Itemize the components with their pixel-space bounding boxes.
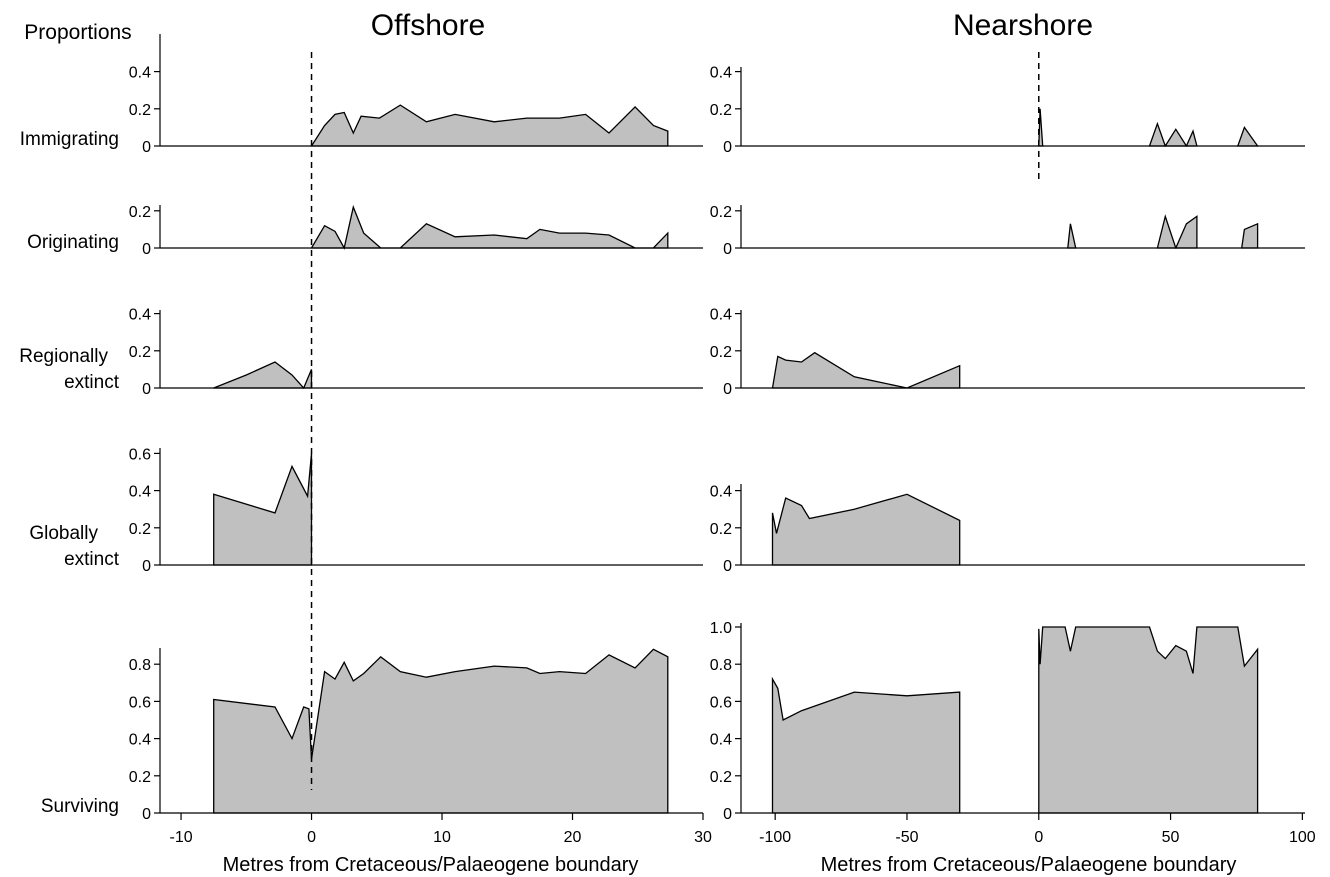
offshore-title: Offshore [371, 9, 486, 42]
y-tick-label-offshore-regionally-2: 0.4 [129, 307, 151, 324]
area-offshore-originating-0 [310, 204, 669, 250]
x-tick-label-offshore-1: 0 [307, 829, 316, 846]
row-label-originating-0: Originating [27, 232, 119, 253]
y-tick-label-nearshore-globally-2: 0.4 [710, 484, 732, 501]
panel-offshore-globally: 0 0.2 0.4 0.6 [129, 446, 703, 575]
panel-nearshore-originating: 00.2 [710, 204, 1305, 258]
y-tick-label-offshore-originating-1: 0.2 [129, 204, 151, 221]
y-tick-label-nearshore-surviving-0: 0 [723, 806, 732, 823]
y-tick-label-offshore-regionally-1: 0.2 [129, 344, 151, 361]
y-axis-title: Proportions [24, 21, 131, 44]
area-nearshore-immigrating-1 [1148, 121, 1167, 147]
row-label-immigrating-0: Immigrating [20, 129, 119, 150]
area-nearshore-originating-3 [1240, 222, 1259, 249]
area-nearshore-surviving-1 [1038, 626, 1259, 814]
panel-nearshore-immigrating: 0 0.2 0.4 [710, 65, 1305, 156]
row-label-surviving-0: Surviving [41, 796, 119, 817]
y-tick-label-nearshore-immigrating-2: 0.4 [710, 65, 732, 82]
y-tick-label-offshore-surviving-0: 0 [142, 806, 151, 823]
area-nearshore-immigrating-3 [1185, 129, 1198, 147]
y-tick-label-nearshore-regionally-1: 0.2 [710, 344, 732, 361]
y-tick-label-offshore-immigrating-0: 0 [142, 139, 151, 156]
y-tick-label-offshore-surviving-3: 0.6 [129, 694, 151, 711]
nearshore-title: Nearshore [953, 9, 1093, 42]
panel-offshore-surviving: 0 0.2 0.4 0.6 0.8 [129, 648, 703, 823]
y-tick-label-nearshore-surviving-5: 1.0 [710, 620, 732, 637]
panel-offshore-immigrating: 0 0.2 0.4 [129, 34, 703, 156]
x-tick-label-offshore-4: 30 [694, 829, 712, 846]
y-tick-label-offshore-globally-3: 0.6 [129, 446, 151, 463]
area-offshore-globally-0 [213, 453, 313, 566]
x-tick-label-nearshore-0: -100 [759, 829, 791, 846]
y-tick-label-nearshore-regionally-2: 0.4 [710, 307, 732, 324]
panel-offshore-originating: 00.2 [129, 204, 703, 258]
area-nearshore-immigrating-2 [1164, 128, 1188, 147]
y-tick-label-offshore-originating-0: 0 [142, 241, 151, 258]
row-label-globally-1: extinct [64, 549, 120, 570]
y-tick-label-nearshore-immigrating-1: 0.2 [710, 102, 732, 119]
y-tick-label-offshore-immigrating-1: 0.2 [129, 102, 151, 119]
y-tick-label-offshore-surviving-2: 0.4 [129, 732, 151, 749]
y-tick-label-offshore-immigrating-2: 0.4 [129, 65, 151, 82]
y-tick-label-offshore-surviving-4: 0.8 [129, 657, 151, 674]
y-tick-label-nearshore-regionally-0: 0 [723, 381, 732, 398]
y-tick-label-offshore-regionally-0: 0 [142, 381, 151, 398]
area-nearshore-regionally-0 [771, 351, 961, 389]
y-tick-label-nearshore-originating-1: 0.2 [710, 204, 732, 221]
area-nearshore-originating-1 [1156, 214, 1177, 249]
row-labels: Immigrating Originating Regionally extinct G… [19, 129, 119, 817]
area-offshore-immigrating-0 [310, 104, 669, 147]
area-nearshore-originating-2 [1174, 215, 1198, 249]
panels: 00.20.400.20.400.200.200.20.400.20.400.2… [129, 34, 1305, 823]
y-tick-label-nearshore-globally-1: 0.2 [710, 521, 732, 538]
x-tick-label-offshore-0: -10 [169, 829, 192, 846]
x-tick-label-offshore-2: 10 [433, 829, 451, 846]
y-tick-label-offshore-surviving-1: 0.2 [129, 769, 151, 786]
x-tick-label-nearshore-1: -50 [895, 829, 918, 846]
x-tick-label-nearshore-4: 100 [1289, 829, 1316, 846]
y-tick-label-nearshore-immigrating-0: 0 [723, 139, 732, 156]
area-nearshore-globally-0 [771, 493, 961, 566]
boundary-lines [310, 52, 1040, 790]
y-tick-label-offshore-globally-1: 0.2 [129, 521, 151, 538]
x-tick-label-nearshore-3: 50 [1162, 829, 1180, 846]
x-axis-title-nearshore: Metres from Cretaceous/Palaeogene bounda… [821, 854, 1237, 876]
y-tick-label-offshore-globally-0: 0 [142, 558, 151, 575]
row-label-globally-0: Globally [29, 523, 98, 544]
x-tick-label-nearshore-2: 0 [1034, 829, 1043, 846]
y-tick-label-offshore-globally-2: 0.4 [129, 484, 151, 501]
panel-nearshore-globally: 0 0.2 0.4 [710, 484, 1305, 575]
area-offshore-regionally-0 [213, 361, 313, 390]
panel-nearshore-regionally: 0 0.2 0.4 [710, 307, 1305, 398]
y-tick-label-nearshore-surviving-2: 0.4 [710, 732, 732, 749]
panel-nearshore-surviving: 0 0.2 0.4 0.6 0.8 1.0 [710, 620, 1305, 823]
y-tick-label-nearshore-surviving-1: 0.2 [710, 769, 732, 786]
area-offshore-surviving-0 [213, 648, 669, 814]
area-nearshore-immigrating-4 [1236, 126, 1259, 147]
x-axis-title-offshore: Metres from Cretaceous/Palaeogene bounda… [223, 854, 639, 876]
area-nearshore-originating-0 [1067, 223, 1077, 249]
y-tick-label-nearshore-originating-0: 0 [723, 241, 732, 258]
panel-offshore-regionally: 0 0.2 0.4 [129, 307, 703, 398]
row-label-regionally-0: Regionally [19, 346, 108, 367]
y-tick-label-nearshore-globally-0: 0 [723, 558, 732, 575]
y-tick-label-nearshore-surviving-4: 0.8 [710, 657, 732, 674]
y-tick-label-nearshore-surviving-3: 0.6 [710, 694, 732, 711]
row-label-regionally-1: extinct [64, 372, 120, 393]
x-tick-label-offshore-3: 20 [564, 829, 582, 846]
area-nearshore-surviving-0 [771, 676, 961, 814]
